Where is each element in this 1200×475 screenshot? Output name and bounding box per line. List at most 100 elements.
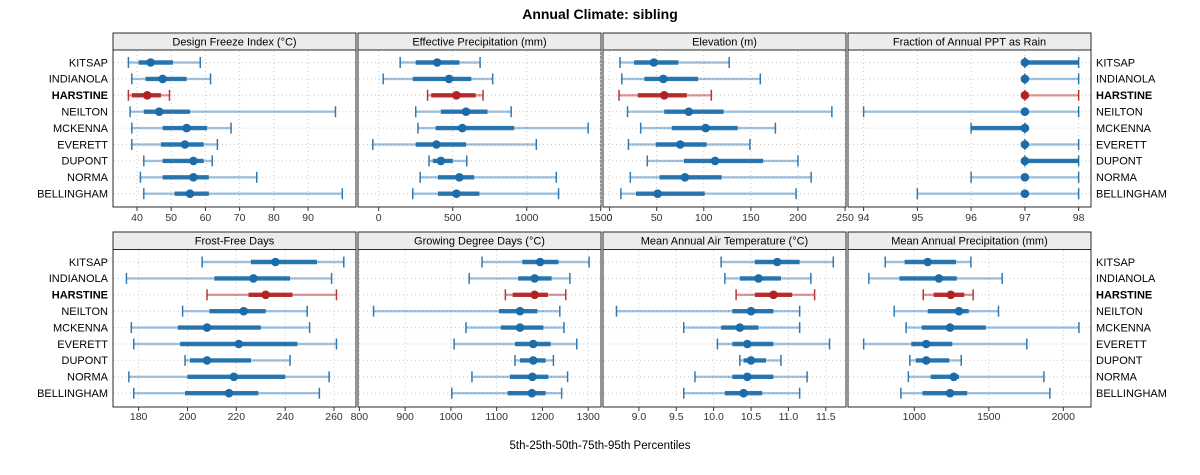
median-dot (945, 388, 955, 398)
axis-tick-label: 200 (179, 411, 197, 423)
axis-tick-label: 1000 (515, 212, 539, 224)
series-neilton (414, 106, 512, 118)
axis-tick-label: 1000 (903, 411, 927, 423)
location-label-left: MCKENNA (53, 123, 109, 135)
series-everett (1020, 139, 1080, 150)
location-label-right: EVERETT (1096, 139, 1147, 151)
series-dupont (184, 354, 291, 366)
median-dot (528, 339, 538, 349)
axis-tick-label: 240 (276, 411, 294, 423)
median-dot (229, 372, 239, 382)
location-label-right: DUPONT (1096, 355, 1143, 367)
location-label-left: INDIANOLA (49, 74, 109, 86)
median-dot (189, 156, 198, 166)
median-dot (658, 74, 668, 84)
series-neilton (615, 305, 801, 317)
series-norma (694, 371, 808, 383)
location-label-right: MCKENNA (1096, 123, 1152, 135)
location-label-left: BELLINGHAM (37, 388, 108, 400)
median-dot (1020, 140, 1030, 149)
axis-tick-label: 2000 (1052, 411, 1076, 423)
median-dot (444, 74, 454, 84)
location-label-left: MCKENNA (53, 322, 109, 334)
axis-tick-label: 500 (444, 212, 462, 224)
median-dot (234, 339, 244, 349)
median-dot (432, 58, 442, 67)
axis-tick-label: 1300 (577, 411, 601, 423)
axis-tick-label: 96 (965, 212, 977, 224)
strip-title: Frost-Free Days (195, 236, 275, 248)
series-kitsap (201, 256, 345, 268)
series-mckenna (130, 322, 311, 334)
axis-tick-label: 60 (200, 212, 212, 224)
series-indianola (1020, 73, 1080, 85)
median-dot (436, 156, 446, 166)
series-dupont (739, 354, 782, 366)
location-label-right: HARSTINE (1096, 290, 1152, 302)
location-label-left: NEILTON (61, 306, 108, 318)
axis-tick-label: 1500 (977, 411, 1001, 423)
median-dot (653, 189, 662, 198)
series-indianola (724, 272, 812, 284)
axis-tick-label: 1500 (589, 212, 613, 224)
series-harstine (127, 89, 171, 101)
median-dot (1020, 123, 1030, 133)
series-bellingham (620, 188, 797, 200)
median-dot (649, 58, 659, 67)
median-dot (515, 323, 525, 332)
location-label-right: NORMA (1096, 372, 1138, 384)
series-mckenna (639, 122, 777, 134)
series-mckenna (970, 122, 1030, 134)
panel-effective-precipitation-mm-: Effective Precipitation (mm) 0 500 1000 1500 (357, 32, 613, 224)
series-everett (133, 338, 338, 350)
axis-tick-label: 9.5 (669, 411, 684, 423)
axis-tick-label: 97 (1019, 212, 1031, 224)
axis-tick-label: 9.0 (632, 411, 647, 423)
median-dot (946, 290, 956, 300)
axis-tick-label: 11.0 (779, 411, 799, 423)
strip-title: Elevation (m) (692, 36, 757, 48)
median-dot (432, 140, 441, 149)
series-indianola (125, 272, 333, 284)
series-everett (453, 338, 578, 350)
axis-tick-label: 150 (742, 212, 760, 224)
median-dot (452, 91, 461, 100)
panel-fraction-of-annual-ppt-as-rain: Fraction of Annual PPT as Rain 94 95 96 97 98 (847, 32, 1092, 224)
location-label-left: DUPONT (62, 355, 109, 367)
location-label-left: INDIANOLA (49, 273, 109, 285)
series-mckenna (417, 122, 589, 134)
series-kitsap (399, 57, 481, 68)
median-dot (710, 156, 720, 166)
series-dupont (143, 155, 214, 167)
panel-design-freeze-index-c-: Design Freeze Index (°C) 40 50 60 70 80 90 (112, 32, 357, 224)
location-label-left: EVERETT (57, 339, 108, 351)
median-dot (735, 323, 745, 332)
median-dot (1020, 58, 1030, 67)
series-kitsap (1020, 57, 1080, 68)
location-label-right: BELLINGHAM (1096, 388, 1167, 400)
median-dot (224, 388, 234, 398)
series-kitsap (884, 256, 972, 268)
series-harstine (426, 89, 484, 101)
median-dot (1020, 156, 1030, 166)
series-everett (862, 338, 1028, 350)
panel-mean-annual-air-temperature-c-: Mean Annual Air Temperature (°C) 9.0 9.5 10… (602, 231, 847, 423)
median-dot (455, 173, 464, 182)
axis-tick-label: 200 (789, 212, 807, 224)
series-norma (970, 171, 1080, 183)
series-indianola (621, 73, 762, 85)
series-neilton (181, 305, 308, 317)
median-dot (743, 372, 752, 382)
strip-title: Growing Degree Days (°C) (414, 236, 545, 248)
axis-tick-label: 1000 (439, 411, 463, 423)
median-dot (528, 356, 538, 365)
median-dot (954, 306, 964, 316)
series-mckenna (905, 322, 1080, 334)
axis-tick-label: 100 (695, 212, 713, 224)
median-dot (527, 388, 537, 398)
series-bellingham (683, 387, 801, 399)
axis-tick-label: 50 (165, 212, 177, 224)
series-dupont (428, 155, 468, 167)
median-dot (535, 257, 545, 267)
median-dot (949, 372, 959, 382)
